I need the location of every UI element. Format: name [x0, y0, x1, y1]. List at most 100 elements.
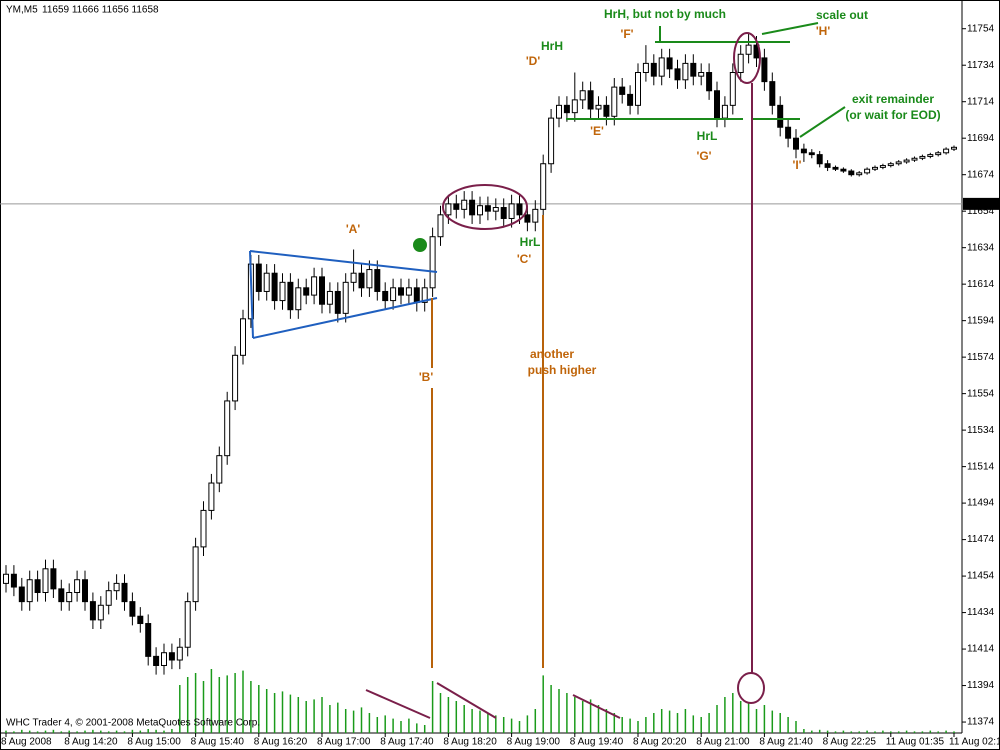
candle-body — [445, 203, 452, 216]
candle-body — [334, 290, 341, 314]
candle-body — [398, 287, 404, 296]
candle-body — [895, 161, 902, 165]
candle-body — [350, 272, 357, 283]
candle-body — [650, 62, 657, 77]
candle-body — [263, 272, 270, 292]
candle-body — [903, 159, 910, 163]
candle-body — [42, 568, 49, 594]
y-tick-label: 11414 — [967, 644, 995, 655]
y-tick-label: 11514 — [967, 461, 995, 472]
candle-body — [619, 86, 626, 95]
candle-body — [137, 615, 144, 625]
candle-body — [887, 163, 894, 167]
candle-body — [698, 72, 705, 77]
annotation: exit remainder — [852, 92, 934, 106]
candle-body — [74, 579, 81, 594]
annotation: 'G' — [696, 149, 711, 163]
candle-body — [721, 104, 728, 119]
candle-body — [808, 152, 815, 156]
annotation: scale out — [816, 8, 868, 22]
candle-body — [658, 57, 665, 77]
candle-body — [548, 117, 555, 165]
candle-body — [311, 276, 318, 296]
x-tick-label: 8 Aug 21:40 — [759, 737, 813, 748]
candle-body — [785, 126, 792, 139]
annotation: 'B' — [419, 370, 434, 384]
pointer-line — [799, 106, 846, 138]
candle-body — [129, 601, 136, 617]
y-tick-label: 11574 — [967, 352, 995, 363]
x-tick-label: 8 Aug 17:40 — [380, 737, 434, 748]
candle-body — [800, 148, 807, 154]
y-tick-label: 11474 — [967, 534, 995, 545]
y-tick-label: 11694 — [967, 133, 995, 144]
annotation: 'D' — [526, 54, 541, 68]
x-tick-label: 8 Aug 14:20 — [64, 737, 118, 748]
x-tick-label: 8 Aug 19:40 — [570, 737, 624, 748]
candle-body — [3, 573, 9, 584]
entry-dot — [413, 238, 427, 252]
x-tick-label: 11 Aug 01:35 — [886, 737, 945, 748]
candle-body — [469, 199, 476, 216]
annotation: push higher — [528, 363, 597, 377]
candle-body — [627, 93, 634, 106]
candle-body — [184, 601, 191, 648]
x-tick-label: 8 Aug 22:25 — [823, 737, 877, 748]
highlight-ellipse — [442, 184, 528, 230]
candle-body — [421, 287, 428, 303]
candle-body — [793, 137, 799, 150]
candle-body — [326, 290, 333, 305]
candle-body — [832, 166, 839, 170]
candle-body — [943, 148, 950, 154]
candle-body — [769, 81, 776, 106]
candle-body — [255, 263, 262, 292]
candle-body — [461, 199, 468, 210]
annotation: 'F' — [620, 27, 633, 41]
candle-body — [682, 62, 689, 81]
candle-body — [666, 57, 673, 70]
candle-body — [824, 163, 831, 168]
candle-body — [121, 582, 128, 603]
ohlc-readout: 11659 11666 11656 11658 — [42, 5, 159, 16]
divergence-line — [365, 689, 431, 719]
candle-body — [303, 287, 310, 296]
candle-body — [113, 582, 120, 592]
symbol: YM,M5 — [6, 5, 38, 16]
candle-body — [358, 272, 365, 289]
candle-body — [319, 276, 325, 305]
candle-body — [872, 166, 878, 170]
candle-body — [405, 287, 412, 296]
candle-body — [571, 99, 578, 114]
candle-body — [390, 287, 397, 302]
y-tick-label: 11554 — [967, 388, 995, 399]
candle-body — [192, 546, 199, 603]
candle-body — [97, 604, 104, 621]
annotation: 'A' — [346, 222, 361, 236]
candle-body — [761, 57, 768, 83]
candle-body — [587, 90, 594, 110]
candle-body — [856, 172, 863, 176]
x-tick-label: 8 Aug 18:20 — [443, 737, 497, 748]
candle-body — [706, 72, 713, 92]
candle-body — [500, 207, 507, 219]
candle-body — [453, 203, 460, 210]
candle-body — [690, 62, 697, 77]
x-tick-label: 8 Aug 2008 — [1, 737, 52, 748]
triangle-line — [249, 250, 254, 339]
y-tick-label: 11714 — [967, 96, 995, 107]
y-tick-label: 11634 — [967, 242, 995, 253]
annotation: HrL — [520, 235, 541, 249]
divergence-line — [572, 694, 621, 719]
candle-body — [492, 207, 499, 212]
y-tick-label: 11614 — [967, 279, 995, 290]
annotation: 'H' — [816, 24, 831, 38]
candle-body — [58, 588, 65, 603]
candle-body — [145, 623, 152, 657]
candle-body — [911, 157, 918, 161]
x-tick-label: 8 Aug 15:00 — [127, 737, 181, 748]
triangle-line — [249, 250, 438, 273]
highlight-ellipse — [733, 32, 761, 84]
candle-body — [879, 165, 886, 168]
